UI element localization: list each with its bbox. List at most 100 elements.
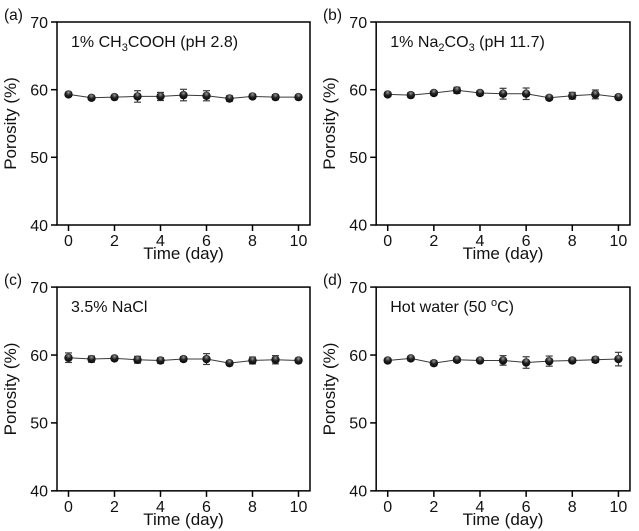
y-tick-label: 40 (349, 217, 367, 235)
x-tick-label: 10 (290, 498, 308, 516)
x-tick-label: 4 (476, 498, 485, 516)
x-tick-label: 2 (429, 232, 438, 250)
panel-label: (a) (4, 7, 23, 24)
plot-box (375, 21, 631, 226)
data-point (614, 354, 623, 364)
y-tick-label: 70 (349, 279, 367, 297)
data-point (383, 356, 392, 365)
data-point (521, 89, 531, 98)
data-point (202, 354, 211, 364)
y-tick-label: 60 (349, 347, 367, 365)
chart-svg: 40 50 60 70 0 2 4 6 8 10 (b) 1% Na2CO3 (pH 11.7) Tim… (320, 7, 631, 263)
x-tick-label: 0 (383, 232, 392, 250)
data-point (498, 356, 508, 365)
panel-c: 40 50 60 70 0 2 4 6 8 10 (c) 3.5% NaCl Time (day) Por… (0, 265, 319, 531)
y-axis-label: Porosity (%) (1, 77, 20, 170)
data-point (179, 90, 188, 100)
x-tick-label: 2 (110, 233, 119, 250)
plot-box (56, 21, 311, 226)
data-point (110, 354, 119, 363)
data-point (271, 92, 280, 102)
data-point (156, 356, 165, 365)
data-point (475, 88, 485, 98)
x-tick-label: 6 (522, 498, 531, 516)
x-tick-label: 4 (156, 233, 165, 250)
data-point (225, 358, 234, 368)
data-point (133, 355, 142, 364)
y-tick-label: 40 (30, 483, 48, 501)
y-axis-label: Porosity (%) (1, 343, 20, 436)
y-axis-label: Porosity (%) (320, 77, 339, 170)
data-point (156, 92, 165, 101)
y-tick-label: 40 (30, 218, 48, 235)
y-tick-label: 70 (30, 15, 48, 32)
data-point (475, 356, 485, 365)
y-tick-label: 70 (30, 279, 48, 297)
x-tick-label: 10 (290, 233, 308, 250)
data-point (545, 93, 554, 103)
data-point (545, 356, 554, 366)
data-point (64, 353, 73, 362)
panel-label: (d) (323, 272, 342, 289)
data-point (225, 94, 234, 103)
x-tick-label: 8 (248, 498, 257, 516)
x-axis-label: Time (day) (143, 244, 224, 263)
data-point (110, 92, 119, 102)
chart-svg: 40 50 60 70 0 2 4 6 8 10 (d) Hot water (50 oC) Time … (320, 272, 631, 529)
y-tick-label: 50 (349, 415, 367, 433)
data-point (383, 90, 392, 99)
y-tick-label: 60 (30, 82, 48, 99)
data-point (568, 356, 577, 365)
x-axis-label: Time (day) (463, 244, 544, 263)
panel-label: (c) (4, 272, 22, 289)
y-tick-label: 50 (30, 415, 48, 433)
x-tick-label: 8 (568, 232, 577, 250)
panel-b: 40 50 60 70 0 2 4 6 8 10 (b) 1% Na2CO3 (pH 11.7) Tim… (319, 0, 639, 265)
data-point (64, 90, 73, 99)
chart-svg: 40 50 60 70 0 2 4 6 8 10 (c) 3.5% NaCl Time (day) Por… (1, 272, 311, 529)
y-tick-label: 50 (349, 149, 367, 167)
data-point (133, 92, 142, 101)
data-point (248, 356, 257, 365)
x-tick-label: 0 (64, 233, 73, 250)
y-tick-label: 50 (30, 150, 48, 167)
x-axis-label: Time (day) (143, 510, 224, 529)
panel-title: 3.5% NaCl (71, 298, 147, 316)
data-point (452, 86, 462, 95)
x-tick-label: 6 (202, 498, 211, 516)
x-tick-label: 0 (383, 498, 392, 516)
data-point (591, 355, 600, 364)
x-tick-label: 6 (522, 232, 531, 250)
data-point (429, 358, 439, 368)
data-point (87, 93, 96, 103)
x-tick-label: 0 (64, 498, 73, 516)
data-point (202, 91, 211, 101)
data-point (429, 88, 439, 98)
y-tick-label: 60 (349, 81, 367, 99)
data-point (568, 91, 577, 101)
x-tick-label: 2 (429, 498, 438, 516)
panel-title: 1% CH3COOH (pH 2.8) (71, 34, 238, 54)
data-point (591, 90, 600, 99)
data-point (294, 356, 303, 365)
y-axis-label: Porosity (%) (320, 343, 339, 436)
data-point (406, 90, 415, 100)
y-tick-label: 40 (349, 483, 367, 501)
panel-a: 40 50 60 70 0 2 4 6 8 10 (a) 1% CH3COOH (pH 2.8) Tim… (0, 0, 319, 265)
x-axis-label: Time (day) (463, 510, 544, 529)
x-tick-label: 8 (568, 498, 577, 516)
chart-svg: 40 50 60 70 0 2 4 6 8 10 (a) 1% CH3COOH (pH 2.8) Tim… (1, 7, 311, 263)
data-point (179, 354, 188, 364)
data-point (248, 92, 257, 101)
panel-title: 1% Na2CO3 (pH 11.7) (390, 33, 545, 54)
panel-title: Hot water (50 oC) (390, 297, 514, 316)
data-point (614, 92, 623, 102)
data-point (294, 92, 303, 102)
data-point (406, 354, 415, 363)
data-point (87, 354, 96, 364)
x-tick-label: 4 (156, 498, 165, 516)
data-point (452, 355, 462, 364)
x-tick-label: 4 (476, 232, 485, 250)
plot-box (56, 286, 311, 492)
